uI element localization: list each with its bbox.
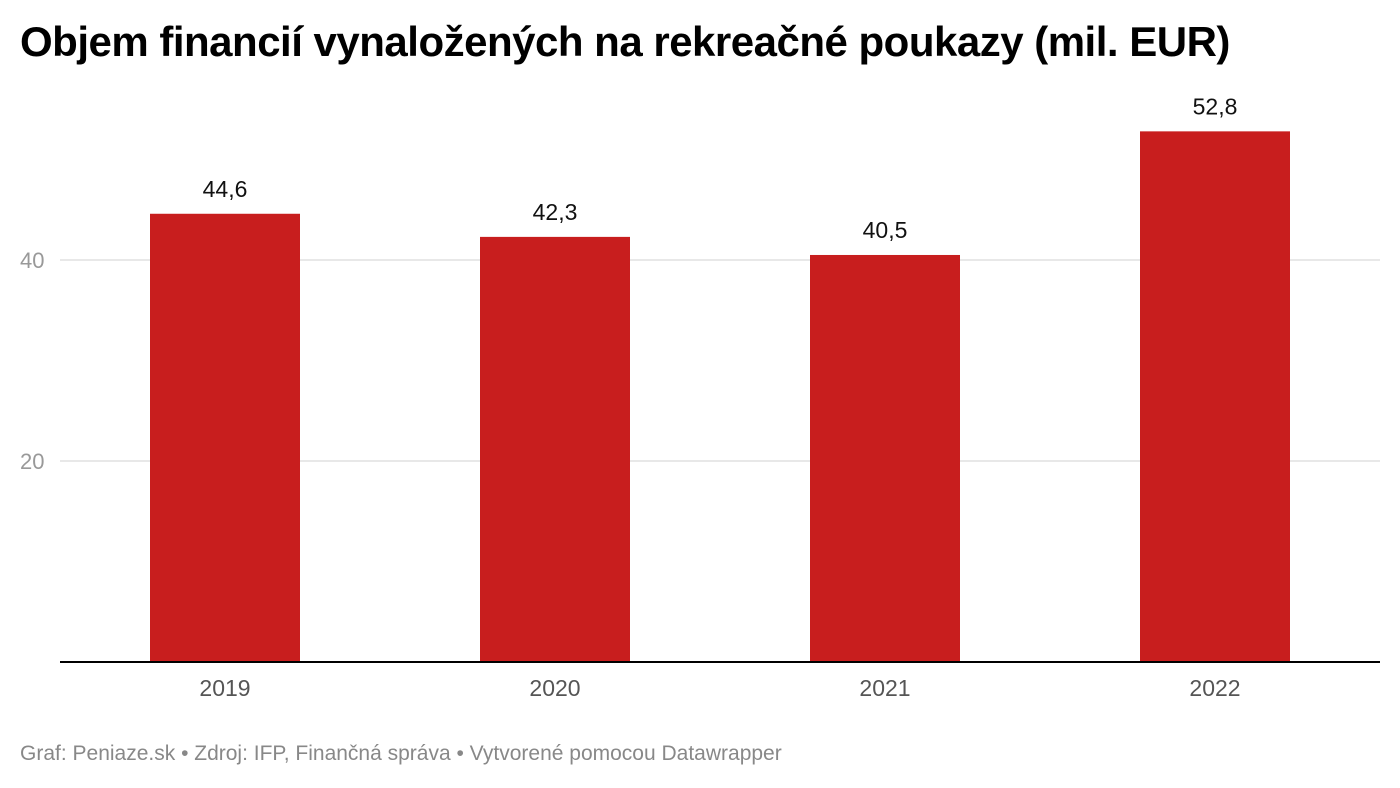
x-tick-label: 2021 — [859, 675, 910, 701]
chart-footer: Graf: Peniaze.sk • Zdroj: IFP, Finančná … — [20, 742, 782, 765]
y-tick-label: 40 — [20, 248, 44, 273]
bar — [150, 213, 300, 662]
data-label: 42,3 — [533, 199, 578, 225]
data-label: 40,5 — [863, 217, 908, 243]
chart-title: Objem financií vynaložených na rekreačné… — [20, 18, 1230, 65]
x-tick-label: 2022 — [1189, 675, 1240, 701]
bar — [1140, 131, 1290, 663]
bar — [480, 236, 630, 662]
bar-chart: 20 40 44,6 42,3 40,5 52,8 2019 2020 2021 2022 — [20, 93, 1380, 701]
bar — [810, 254, 960, 662]
data-label: 44,6 — [203, 176, 248, 202]
axis-layer: 2019 2020 2021 2022 — [60, 661, 1380, 701]
y-tick-label: 20 — [20, 449, 44, 474]
data-label: 52,8 — [1193, 93, 1238, 119]
x-tick-label: 2019 — [199, 675, 250, 701]
bars-layer: 44,6 42,3 40,5 52,8 — [150, 93, 1290, 663]
x-tick-label: 2020 — [529, 675, 580, 701]
